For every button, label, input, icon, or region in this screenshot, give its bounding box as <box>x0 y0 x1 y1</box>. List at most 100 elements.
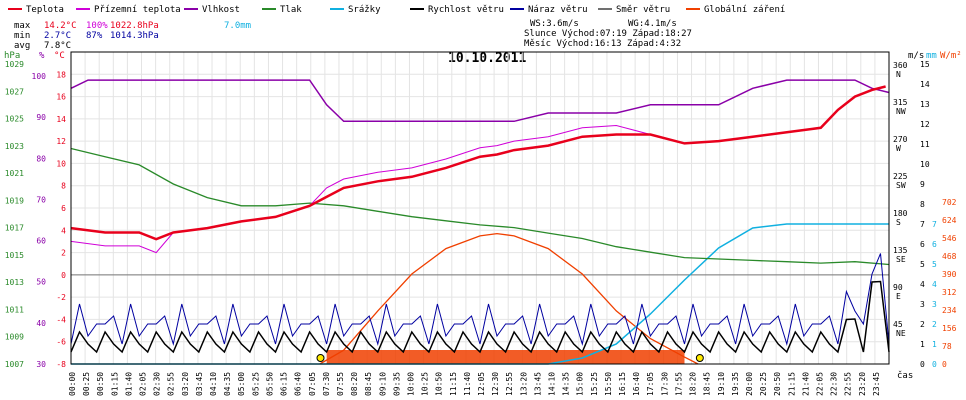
tick-time: 07:30 <box>322 372 331 396</box>
legend: Teplota Přízemní teplota Vlhkost Tlak Srážky… <box>8 5 785 15</box>
tick-c: 10 <box>56 159 66 168</box>
tick-time: 19:10 <box>717 372 726 396</box>
tick-c: 16 <box>56 93 66 102</box>
tick-time: 12:30 <box>491 372 500 396</box>
tick-wm: 702 <box>942 198 957 207</box>
axis-pct-label: % <box>39 51 45 61</box>
tick-dir-deg: 315 <box>893 98 908 107</box>
stats-min-press: 1014.3hPa <box>110 31 159 41</box>
tick-time: 09:10 <box>378 372 387 396</box>
tick-wm: 156 <box>942 324 957 333</box>
tick-time: 02:55 <box>167 372 176 396</box>
tick-time: 22:30 <box>830 372 839 396</box>
legend-label: Náraz větru <box>528 5 588 15</box>
tick-time: 07:55 <box>336 372 345 396</box>
tick-hpa: 1009 <box>5 333 24 342</box>
tick-time: 06:15 <box>280 372 289 396</box>
tick-time: 22:55 <box>844 372 853 396</box>
tick-dir-deg: 360 <box>893 61 908 70</box>
tick-hpa: 1025 <box>5 115 24 124</box>
tick-pct: 70 <box>36 195 46 204</box>
legend-label: Teplota <box>26 5 64 15</box>
tick-time: 22:05 <box>815 372 824 396</box>
tick-ms: 10 <box>920 160 930 169</box>
tick-c: 2 <box>61 249 66 258</box>
tick-ms: 0 <box>920 360 925 369</box>
tick-wm: 624 <box>942 216 957 225</box>
tick-time: 05:25 <box>251 372 260 396</box>
tick-dir-deg: 225 <box>893 172 908 181</box>
tick-hpa: 1017 <box>5 224 24 233</box>
tick-ms: 2 <box>920 320 925 329</box>
tick-time: 09:35 <box>392 372 401 396</box>
tick-time: 07:05 <box>308 372 317 396</box>
tick-ms: 7 <box>920 220 925 229</box>
stats-ws: WS:3.6m/s <box>530 19 579 29</box>
axis-ms-label: m/s <box>908 51 924 61</box>
tick-pct: 40 <box>36 319 46 328</box>
tick-c: -4 <box>56 315 66 324</box>
tick-dir-deg: 135 <box>893 246 908 255</box>
tick-dir-deg: 45 <box>893 320 903 329</box>
tick-time: 01:40 <box>124 372 133 396</box>
tick-time: 10:25 <box>421 372 430 396</box>
pressure-line <box>70 147 890 266</box>
tick-time: 08:20 <box>350 372 359 396</box>
tick-dir-deg: 270 <box>893 135 908 144</box>
tick-time: 15:00 <box>576 372 585 396</box>
legend-label: Přízemní teplota <box>94 5 181 15</box>
stats-wg: WG:4.1m/s <box>628 19 677 29</box>
axis-wm-label: W/m² <box>940 51 962 61</box>
tick-time: 23:20 <box>858 372 867 396</box>
tick-dir-deg: 90 <box>893 283 903 292</box>
tick-time: 23:45 <box>872 372 881 396</box>
tick-time: 15:50 <box>604 372 613 396</box>
tick-time: 05:50 <box>265 372 274 396</box>
tick-dir-name: N <box>896 70 901 79</box>
tick-time: 21:40 <box>801 372 810 396</box>
tick-time: 00:25 <box>82 372 91 396</box>
sunset-marker <box>695 354 704 362</box>
series-layer <box>70 79 890 365</box>
tick-hpa: 1027 <box>5 87 24 96</box>
legend-label: Vlhkost <box>202 5 240 15</box>
tick-time: 20:50 <box>773 372 782 396</box>
tick-hpa: 1023 <box>5 142 24 151</box>
tick-hpa: 1007 <box>5 360 24 369</box>
tick-pct: 60 <box>36 237 46 246</box>
tick-c: 18 <box>56 70 66 79</box>
tick-time: 01:15 <box>110 372 119 396</box>
tick-time: 02:05 <box>139 372 148 396</box>
tick-mm: 3 <box>932 300 937 309</box>
legend-label: Rychlost větru <box>428 5 504 15</box>
legend-label: Směr větru <box>616 5 670 15</box>
tick-ms: 1 <box>920 340 925 349</box>
tick-dir-name: NW <box>896 107 906 116</box>
tick-mm: 2 <box>932 320 937 329</box>
temperature-line <box>70 85 886 241</box>
sunrise-marker <box>316 354 325 362</box>
tick-time: 04:35 <box>223 372 232 396</box>
stats-min-label: min <box>14 31 30 41</box>
solar-line <box>319 232 699 365</box>
tick-ms: 6 <box>920 240 925 249</box>
tick-dir-name: SW <box>896 181 906 190</box>
plot-frame <box>70 51 890 365</box>
stats-max-temp: 14.2°C <box>44 21 77 31</box>
tick-time: 20:00 <box>745 372 754 396</box>
tick-ms: 15 <box>920 60 930 69</box>
tick-time: 17:55 <box>674 372 683 396</box>
tick-pct: 100 <box>32 72 47 81</box>
tick-time: 17:30 <box>660 372 669 396</box>
axis-time-label: čas <box>897 370 913 381</box>
axis-mm-label: mm <box>926 51 937 61</box>
tick-dir-name: E <box>896 292 901 301</box>
stats-max-press: 1022.8hPa <box>110 21 159 31</box>
grid <box>70 51 889 365</box>
tick-time: 16:15 <box>618 372 627 396</box>
stats-avg-label: avg <box>14 41 30 51</box>
tick-time: 13:20 <box>519 372 528 396</box>
tick-ms: 3 <box>920 300 925 309</box>
